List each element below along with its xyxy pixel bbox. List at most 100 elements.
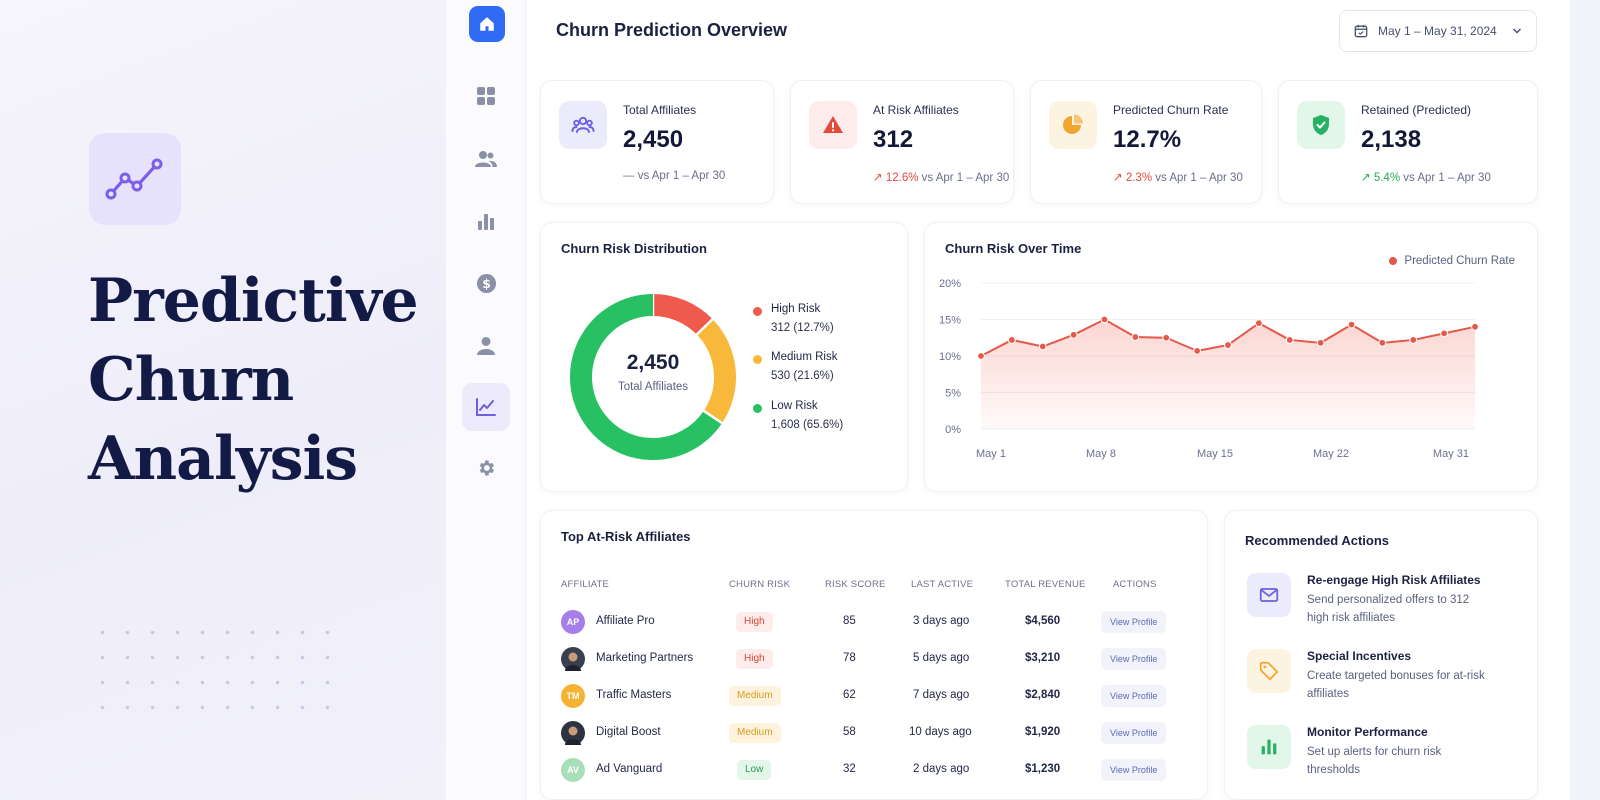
data-point[interactable]: [1193, 346, 1202, 355]
total-revenue: $3,210: [1025, 652, 1061, 664]
kpi-label: Predicted Churn Rate: [1113, 103, 1229, 117]
total-revenue: $1,230: [1025, 763, 1061, 775]
table-row[interactable]: Digital Boost Medium 58 10 days ago $1,920 Vi…: [541, 715, 1207, 752]
donut-slice-high-risk[interactable]: [652, 294, 713, 335]
action-title: Special Incentives: [1307, 649, 1412, 663]
column-header: Churn Risk: [729, 579, 791, 590]
data-point[interactable]: [1131, 333, 1140, 341]
data-point[interactable]: [1100, 315, 1109, 324]
data-point[interactable]: [1378, 338, 1387, 347]
affiliate-name[interactable]: Ad Vanguard: [596, 763, 663, 775]
legend-swatch: [753, 307, 762, 316]
kpi-delta: ↗ 12.6% vs Apr 1 – Apr 30: [873, 170, 1009, 184]
date-range-picker[interactable]: May 1 – May 31, 2024: [1339, 10, 1537, 52]
data-point[interactable]: [1440, 329, 1449, 338]
chart-legend: Predicted Churn Rate: [1389, 255, 1515, 267]
view-profile-button[interactable]: View Profile: [1101, 722, 1167, 744]
action-description: Send personalized offers to 312 high ris…: [1307, 594, 1470, 624]
page-title: Churn Prediction Overview: [556, 20, 788, 40]
warning-icon: [823, 116, 843, 133]
column-header: Actions: [1113, 579, 1157, 590]
data-point[interactable]: [1162, 333, 1171, 342]
kpi-compare-period: vs Apr 1 – Apr 30: [1403, 172, 1491, 184]
affiliate-name[interactable]: Affiliate Pro: [596, 615, 655, 627]
data-point[interactable]: [1069, 330, 1078, 339]
legend-value: 1,608 (65.6%): [771, 419, 844, 431]
view-profile-button[interactable]: View Profile: [1101, 759, 1167, 781]
legend-swatch: [753, 404, 762, 413]
column-header: Total Revenue: [1005, 579, 1086, 590]
column-header: Last Active: [911, 579, 974, 590]
distribution-title: Churn Risk Distribution: [561, 241, 707, 256]
chart-title: Churn Risk Over Time: [945, 241, 1082, 256]
data-point[interactable]: [1316, 338, 1325, 347]
avatar-initials: AV: [567, 765, 579, 775]
data-point[interactable]: [1409, 336, 1418, 344]
data-point[interactable]: [977, 352, 985, 360]
data-point[interactable]: [1285, 336, 1294, 344]
affiliate-name[interactable]: Digital Boost: [596, 726, 661, 738]
nav-profile[interactable]: [462, 322, 510, 370]
table-row[interactable]: AV Ad Vanguard Low 32 2 days ago $1,230 View P…: [541, 752, 1207, 789]
kpi-compare-period: vs Apr 1 – Apr 30: [921, 172, 1010, 184]
table-title: Top At-Risk Affiliates: [561, 529, 691, 544]
table-row[interactable]: TM Traffic Masters Medium 62 7 days ago $2,84…: [541, 678, 1207, 715]
nav-dashboard[interactable]: [462, 72, 510, 120]
nav-settings[interactable]: [462, 444, 510, 492]
view-profile-button[interactable]: View Profile: [1101, 685, 1167, 707]
data-point[interactable]: [1471, 322, 1479, 331]
risk-score: 58: [843, 726, 856, 738]
legend-swatch: [753, 355, 762, 364]
nav-home[interactable]: [469, 6, 505, 42]
nav-analytics[interactable]: [462, 383, 510, 431]
y-tick-label: 15%: [939, 315, 961, 327]
avatar: TM: [561, 684, 585, 708]
kpi-card: Total Affiliates 2,450 — vs Apr 1 – Apr 30: [540, 80, 774, 204]
actions-title: Recommended Actions: [1245, 533, 1389, 548]
legend-value: 312 (12.7%): [771, 322, 834, 334]
trend-line-icon: [89, 133, 181, 225]
risk-badge: Medium: [729, 723, 781, 743]
affiliate-name[interactable]: Marketing Partners: [596, 652, 694, 664]
legend-dot: [1389, 257, 1398, 265]
nav-revenue[interactable]: $: [462, 259, 510, 307]
risk-score: 62: [843, 689, 856, 701]
risk-badge: High: [736, 612, 773, 632]
hero-title-line: Predictive: [88, 266, 419, 336]
data-point[interactable]: [1038, 342, 1047, 351]
risk-badge: High: [736, 649, 773, 669]
legend-value: 530 (21.6%): [771, 370, 834, 382]
kpi-delta: ↗ 2.3% vs Apr 1 – Apr 30: [1113, 170, 1243, 184]
kpi-trend-arrow: —: [623, 170, 635, 182]
shield-check-icon: [1313, 115, 1329, 135]
donut-center-value: 2,450: [626, 351, 680, 374]
churn-over-time-card: Churn Risk Over Time Predicted Churn Rat…: [924, 222, 1538, 492]
kpi-delta: — vs Apr 1 – Apr 30: [623, 170, 725, 182]
x-tick-label: May 1: [976, 448, 1006, 460]
data-point[interactable]: [1347, 320, 1356, 329]
kpi-trend-arrow: ↗: [1113, 172, 1123, 184]
kpi-icon-badge: [559, 101, 607, 149]
table-row[interactable]: Marketing Partners High 78 5 days ago $3,210…: [541, 641, 1207, 678]
donut-slice-medium-risk[interactable]: [696, 319, 736, 424]
action-description: Create targeted bonuses for at-risk affi…: [1307, 670, 1485, 700]
area-chart: 20% 15% 10% 5% 0% May 1 May 8 May 15 May 22 May 3…: [939, 278, 1479, 460]
action-icon-badge: [1247, 725, 1291, 769]
data-point[interactable]: [1007, 336, 1016, 344]
view-profile-button[interactable]: View Profile: [1101, 611, 1167, 633]
kpi-card: Retained (Predicted) 2,138 ↗ 5.4% vs Apr 1…: [1278, 80, 1538, 204]
person-photo-icon: [565, 652, 581, 671]
bar-chart-icon: [478, 214, 494, 230]
action-title: Re-engage High Risk Affiliates: [1307, 573, 1481, 587]
data-point[interactable]: [1254, 319, 1263, 328]
data-point[interactable]: [1224, 341, 1232, 349]
risk-score: 78: [843, 652, 856, 664]
table-row[interactable]: AP Affiliate Pro High 85 3 days ago $4,560 Vie…: [541, 604, 1207, 641]
nav-users[interactable]: [462, 135, 510, 183]
view-profile-button[interactable]: View Profile: [1101, 648, 1167, 670]
affiliate-name[interactable]: Traffic Masters: [596, 689, 672, 701]
kpi-value: 12.7%: [1113, 126, 1182, 153]
donut-slice-low-risk[interactable]: [570, 294, 723, 460]
nav-reports[interactable]: [462, 197, 510, 245]
tag-icon: [1259, 661, 1279, 681]
